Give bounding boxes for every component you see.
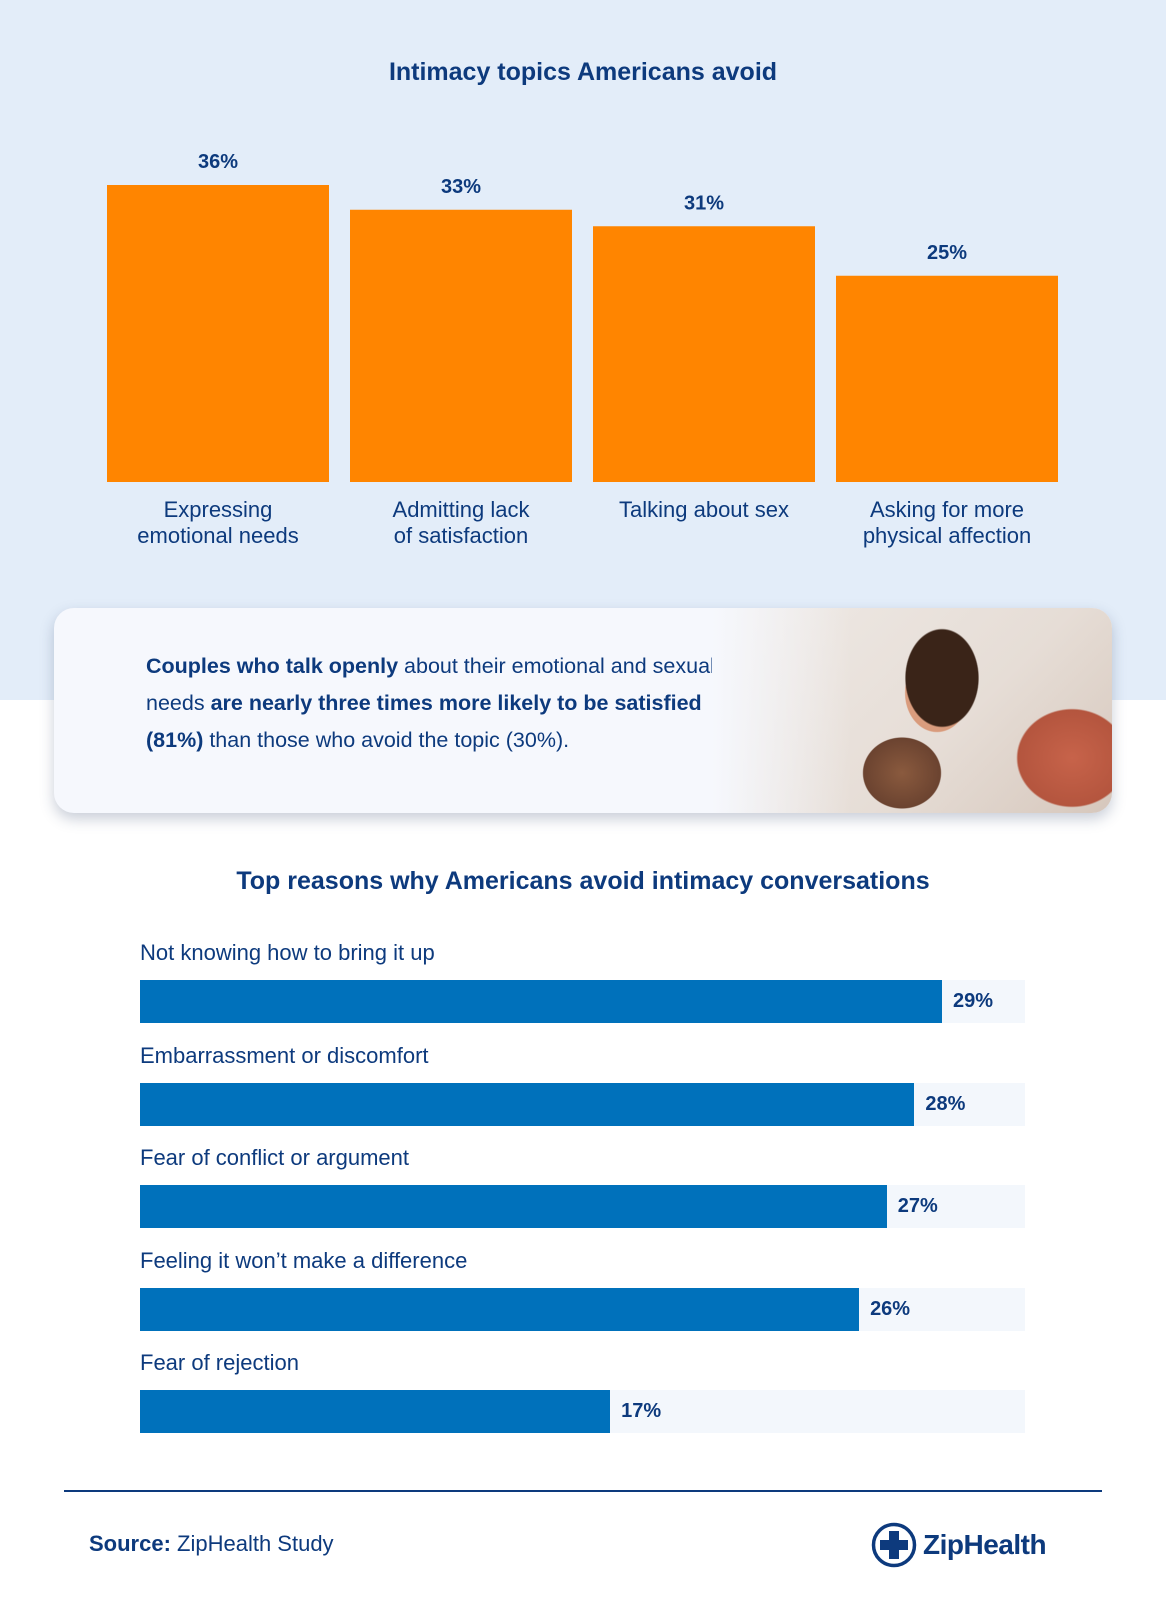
- category-label: Expressing emotional needs: [107, 497, 329, 549]
- source-label: Source:: [89, 1531, 171, 1556]
- category-label-line: physical affection: [862, 523, 1032, 548]
- chart1-title: Intimacy topics Americans avoid: [388, 58, 778, 86]
- bar-value-label: 33%: [441, 176, 481, 198]
- bar-3: [836, 275, 1058, 482]
- logo-text: ZipHealth: [923, 1529, 1047, 1560]
- bar-4: [140, 1390, 611, 1433]
- category-label-line: Admitting lack: [392, 497, 530, 522]
- category-label: Talking about sex: [593, 497, 815, 523]
- bar-track: 26%: [140, 1287, 1025, 1331]
- bar-value-label: 27%: [897, 1195, 938, 1217]
- category-label: Admitting lack of satisfaction: [350, 497, 572, 549]
- chart2-title: Top reasons why Americans avoid intimacy…: [236, 867, 930, 895]
- bar-value-label: 31%: [684, 192, 724, 214]
- reason-label: Fear of rejection: [140, 1350, 299, 1375]
- source-note: Source: ZipHealth Study: [89, 1531, 334, 1557]
- reason-label: Feeling it won’t make a difference: [140, 1247, 468, 1273]
- category-label-line: of satisfaction: [393, 523, 529, 548]
- category-label-line: Talking about sex: [619, 497, 789, 522]
- bar-value-label: 26%: [870, 1297, 911, 1320]
- source-text: ZipHealth Study: [170, 1531, 334, 1556]
- bar-value-label: 28%: [925, 1092, 966, 1115]
- callout-bold-1: Couples who talk openly: [146, 654, 399, 678]
- category-label-line: emotional needs: [137, 523, 299, 548]
- bar-value-label: 17%: [621, 1400, 662, 1422]
- bar-2: [140, 1185, 887, 1228]
- reason-label: Fear of conflict or argument: [140, 1145, 410, 1170]
- bar-2: [593, 226, 815, 482]
- couple-photo: [712, 608, 1112, 813]
- bar-1: [350, 209, 572, 482]
- bar-0: [140, 980, 943, 1023]
- callout-text-2: than those who avoid the topic (30%).: [203, 728, 570, 752]
- category-label-line: Asking for more: [869, 497, 1025, 522]
- bar-1: [140, 1082, 915, 1126]
- reason-label: Not knowing how to bring it up: [140, 940, 435, 965]
- footer-divider: [64, 1490, 1102, 1492]
- bar-value-label: 29%: [953, 990, 994, 1012]
- category-label: Asking for more physical affection: [836, 497, 1058, 549]
- bar-track: 27%: [140, 1185, 1025, 1228]
- callout-card: Couples who talk openly about their emot…: [54, 608, 1112, 813]
- callout-text-1: about their emotional and sexual needs: [146, 654, 715, 715]
- bar-value-label: 36%: [198, 151, 238, 173]
- bar-track: 29%: [140, 980, 1025, 1023]
- callout-bold-2: are nearly three times more likely to be…: [146, 691, 702, 752]
- bar-3: [140, 1287, 860, 1331]
- bar-track: 28%: [140, 1082, 1025, 1126]
- reason-label: Embarrassment or discomfort: [140, 1042, 429, 1068]
- plus-circle-icon: [871, 1522, 917, 1568]
- callout-text: Couples who talk openly about their emot…: [146, 648, 746, 759]
- ziphealth-logo: ZipHealth: [871, 1522, 1047, 1568]
- vertical-bar-chart: 36% 33% 31% 25%: [107, 151, 1058, 482]
- category-label-line: Expressing: [163, 497, 273, 522]
- bar-value-label: 25%: [927, 242, 967, 264]
- bar-track: 17%: [140, 1390, 1025, 1433]
- bar-0: [107, 185, 329, 482]
